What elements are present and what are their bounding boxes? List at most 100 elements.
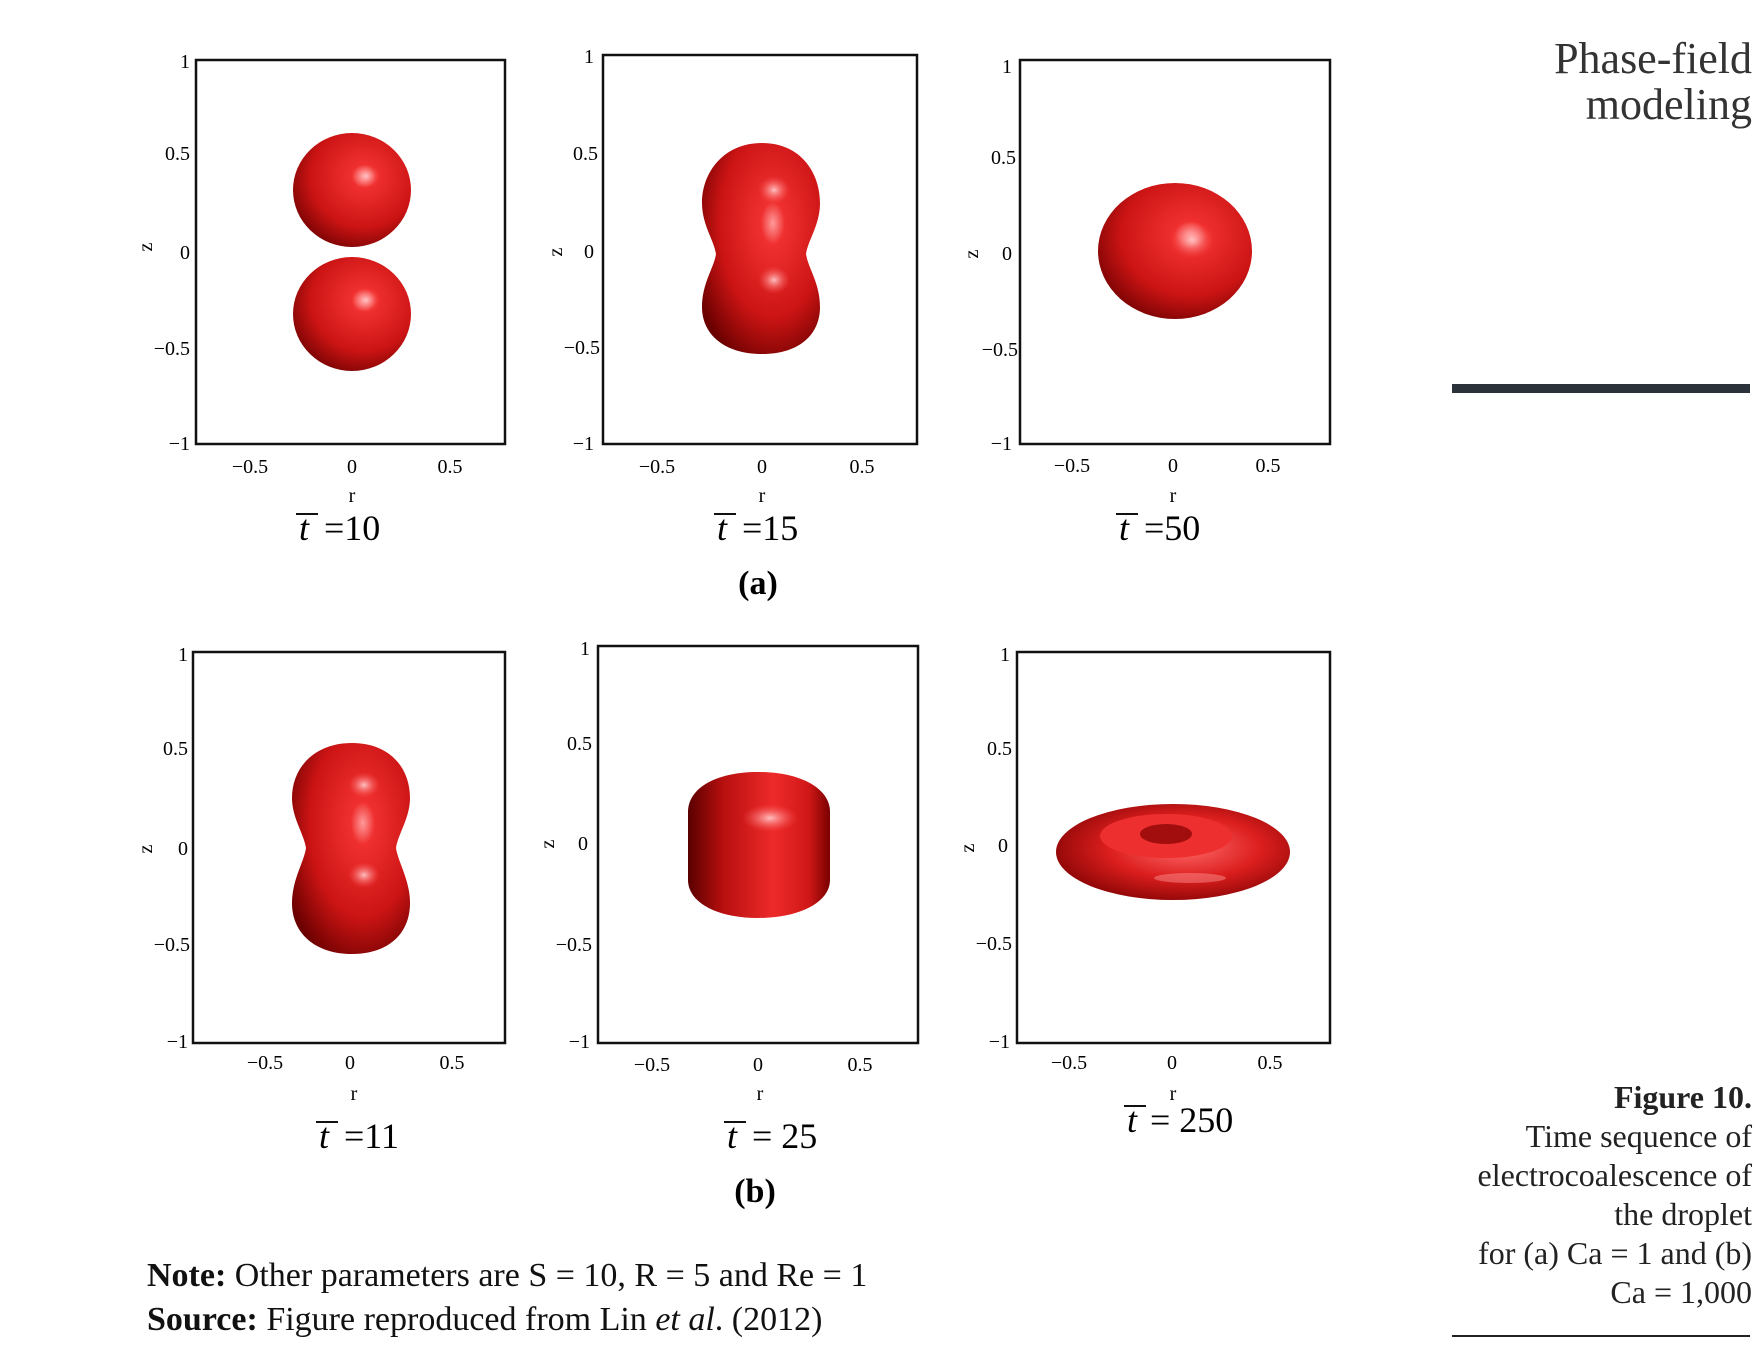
time-symbol: t — [1119, 508, 1130, 548]
droplet-rounded-cylinder — [688, 772, 830, 918]
time-symbol: t — [727, 1116, 738, 1156]
note-text: Other parameters are S = 10, R = 5 and R… — [226, 1257, 868, 1294]
time-symbol: t — [717, 508, 728, 548]
ytick: −1 — [573, 433, 594, 455]
ytick: 0.5 — [987, 738, 1012, 760]
xtick: 0.5 — [1258, 1052, 1283, 1074]
droplet-two-separate-spheres — [293, 133, 411, 371]
ytick: 1 — [1002, 56, 1012, 78]
time-label: t =10 — [296, 508, 380, 548]
time-value: =11 — [344, 1116, 399, 1156]
time-label: t =50 — [1116, 508, 1200, 548]
time-value: =15 — [742, 508, 798, 548]
ytick: −0.5 — [556, 934, 592, 956]
time-label: t =15 — [714, 508, 798, 548]
xtick: 0 — [345, 1052, 355, 1074]
panel-3: 1 0.5 0 −0.5 −1 z −0.5 0 0.5 r t =50 — [961, 56, 1332, 548]
header-rule — [1452, 384, 1750, 393]
x-axis-label: r — [351, 1083, 358, 1105]
xtick: 0.5 — [850, 456, 875, 478]
xtick: 0 — [347, 456, 357, 478]
running-head-line2: modeling — [1585, 80, 1752, 129]
panel-5: 1 0.5 0 −0.5 −1 z −0.5 0 0.5 r t = 25 — [537, 638, 920, 1156]
caption-label: Figure 10. — [1613, 1079, 1752, 1115]
ytick: 0.5 — [163, 738, 188, 760]
y-axis-label: z — [135, 844, 157, 853]
figure-caption: Figure 10. Time sequence of electrocoale… — [1452, 1078, 1752, 1312]
note-label: Note: — [147, 1257, 227, 1294]
source-line: Source: Figure reproduced from Lin et al… — [147, 1298, 867, 1342]
ytick: 1 — [584, 46, 594, 68]
xtick: 0 — [753, 1054, 763, 1076]
time-label: t = 250 — [1124, 1100, 1233, 1140]
ytick: −0.5 — [982, 339, 1018, 361]
time-value: =50 — [1144, 508, 1200, 548]
ytick: −1 — [167, 1031, 188, 1053]
x-axis-label: r — [1170, 485, 1177, 507]
time-symbol: t — [319, 1116, 330, 1156]
panel-6: 1 0.5 0 −0.5 −1 z −0.5 0 0.5 r t = 250 — [957, 644, 1332, 1140]
ytick: 0.5 — [165, 143, 190, 165]
xtick: 0.5 — [1256, 455, 1281, 477]
ytick: −0.5 — [564, 337, 600, 359]
y-axis-label: z — [957, 843, 979, 852]
ytick: 0 — [1002, 243, 1012, 265]
y-axis-label: z — [961, 249, 983, 258]
ytick: −1 — [989, 1031, 1010, 1053]
group-label-a: (a) — [738, 565, 778, 602]
xtick: 0 — [757, 456, 767, 478]
y-axis-label: z — [537, 839, 559, 848]
ytick: −1 — [169, 433, 190, 455]
xtick: −0.5 — [247, 1052, 283, 1074]
ytick: 1 — [580, 638, 590, 660]
running-head-line1: Phase-field — [1554, 34, 1752, 83]
time-value: = 25 — [752, 1116, 817, 1156]
note-line: Note: Other parameters are S = 10, R = 5… — [147, 1254, 867, 1298]
time-symbol: t — [299, 508, 310, 548]
source-label: Source: — [147, 1301, 258, 1338]
droplet-peanut-merging — [702, 143, 820, 354]
ytick: 0 — [178, 838, 188, 860]
source-italic: et al — [655, 1301, 715, 1338]
xtick: 0.5 — [438, 456, 463, 478]
ytick: −0.5 — [154, 338, 190, 360]
caption-rule — [1452, 1335, 1750, 1337]
xtick: −0.5 — [232, 456, 268, 478]
running-head: Phase-field modeling — [1554, 36, 1752, 128]
panel-4: 1 0.5 0 −0.5 −1 z −0.5 0 0.5 r t =11 — [135, 644, 507, 1156]
droplet-oblate-ellipsoid — [1098, 183, 1252, 319]
caption-line: the droplet — [1614, 1196, 1752, 1232]
xtick: −0.5 — [634, 1054, 670, 1076]
panel-1: 1 0.5 0 −0.5 −1 z −0.5 0 0.5 r t =10 — [135, 51, 507, 548]
ytick: 0.5 — [573, 143, 598, 165]
x-axis-label: r — [1170, 1083, 1177, 1105]
xtick: 0.5 — [848, 1054, 873, 1076]
time-value: =10 — [324, 508, 380, 548]
y-axis-label: z — [545, 247, 567, 256]
group-label-b: (b) — [734, 1173, 776, 1210]
y-axis-label: z — [135, 242, 157, 251]
xtick: 0 — [1167, 1052, 1177, 1074]
xtick: 0.5 — [440, 1052, 465, 1074]
ytick: 0 — [998, 835, 1008, 857]
ytick: 0 — [584, 241, 594, 263]
caption-line: Ca = 1,000 — [1610, 1274, 1752, 1310]
xtick: −0.5 — [1054, 455, 1090, 477]
ytick: 0.5 — [567, 733, 592, 755]
ytick: −0.5 — [976, 933, 1012, 955]
caption-line: electrocoalescence of — [1477, 1157, 1752, 1193]
time-value: = 250 — [1150, 1100, 1233, 1140]
ytick: −0.5 — [154, 934, 190, 956]
caption-line: Time sequence of — [1525, 1118, 1752, 1154]
ytick: −1 — [991, 433, 1012, 455]
caption-line: for (a) Ca = 1 and (b) — [1478, 1235, 1752, 1271]
figure-notes: Note: Other parameters are S = 10, R = 5… — [147, 1254, 867, 1342]
ytick: 1 — [180, 51, 190, 73]
time-label: t =11 — [316, 1116, 399, 1156]
time-label: t = 25 — [724, 1116, 817, 1156]
panel-2: 1 0.5 0 −0.5 −1 z −0.5 0 0.5 r t =15 — [545, 46, 919, 548]
x-axis-label: r — [759, 485, 766, 507]
time-symbol: t — [1127, 1100, 1138, 1140]
xtick: −0.5 — [639, 456, 675, 478]
droplet-peanut-merging — [292, 743, 410, 954]
